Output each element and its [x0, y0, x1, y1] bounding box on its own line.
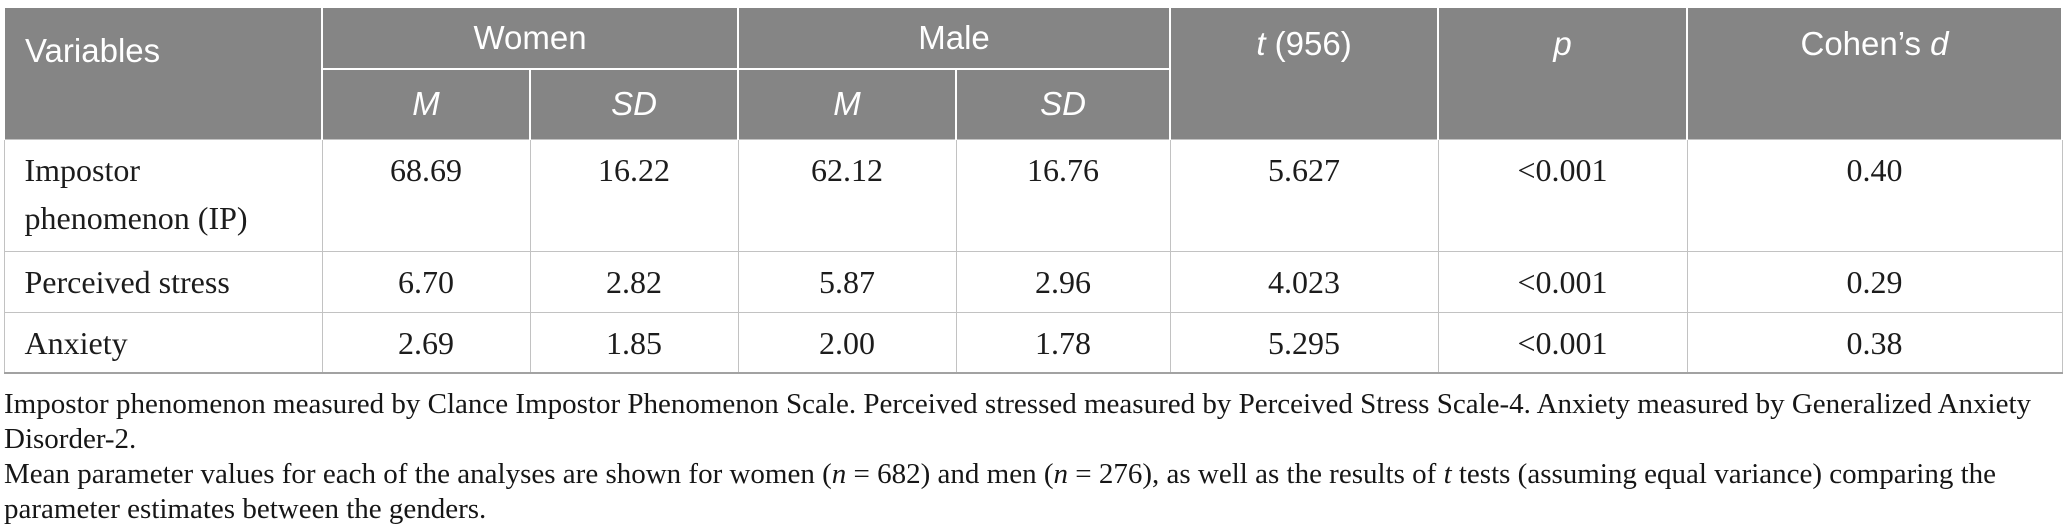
cell-women-mean: 68.69 [321, 138, 531, 252]
subheader-male-sd: SD [955, 68, 1172, 139]
n-symbol: n [831, 458, 847, 490]
header-p-value: p [1437, 6, 1689, 139]
header-t-df: (956) [1265, 25, 1352, 62]
cell-male-sd: 2.96 [955, 250, 1171, 313]
cell-t-value: 4.023 [1169, 250, 1439, 313]
cell-women-sd: 1.85 [529, 311, 739, 374]
cell-variable: Perceived stress [3, 250, 323, 313]
header-male-label: Male [918, 19, 990, 56]
cell-women-mean: 6.70 [321, 250, 531, 313]
n-symbol: n [1053, 458, 1069, 490]
header-group-women: Women [320, 6, 740, 70]
header-women-label: Women [473, 19, 587, 56]
cell-t-value: 5.295 [1169, 311, 1439, 374]
header-cohens-d-symbol: d [1930, 25, 1949, 62]
header-t-symbol: t [1256, 25, 1266, 62]
cell-women-mean: 2.69 [321, 311, 531, 374]
cell-t-value: 5.627 [1169, 138, 1439, 252]
table-row-impostor-phenomenon: Impostor phenomenon (IP) 68.69 16.22 62.… [3, 138, 2063, 252]
header-group-male: Male [737, 6, 1172, 70]
cell-male-sd: 1.78 [955, 311, 1171, 374]
cell-cohens-d: 0.38 [1686, 311, 2063, 374]
t-symbol: t [1443, 458, 1452, 490]
cell-cohens-d: 0.40 [1686, 138, 2063, 252]
cell-male-mean: 5.87 [737, 250, 957, 313]
cell-p-value: <0.001 [1437, 311, 1688, 374]
table-header: Variables Women Male t (956) p Cohen’s d [3, 6, 2064, 139]
footnote-measures: Impostor phenomenon measured by Clance I… [4, 388, 2032, 455]
footnote-sample-description: Mean parameter values for each of the an… [4, 458, 1996, 525]
header-p-symbol: p [1553, 25, 1572, 62]
subheader-women-mean: M [321, 68, 531, 139]
header-variables: Variables [3, 6, 323, 139]
cell-p-value: <0.001 [1437, 250, 1688, 313]
header-cohens-text: Cohen’s [1800, 25, 1931, 62]
cell-male-mean: 62.12 [737, 138, 957, 252]
header-variables-label: Variables [25, 32, 161, 69]
cell-variable: Impostor phenomenon (IP) [3, 138, 323, 252]
table-row-perceived-stress: Perceived stress 6.70 2.82 5.87 2.96 4.0… [3, 250, 2063, 313]
cell-male-sd: 16.76 [955, 138, 1171, 252]
subheader-male-mean: M [737, 68, 958, 139]
header-t-statistic: t (956) [1169, 6, 1440, 139]
cell-women-sd: 16.22 [529, 138, 739, 252]
cell-variable: Anxiety [3, 311, 323, 374]
cell-p-value: <0.001 [1437, 138, 1688, 252]
subheader-women-sd: SD [528, 68, 740, 139]
table-footnotes: Impostor phenomenon measured by Clance I… [3, 387, 2067, 527]
cell-cohens-d: 0.29 [1686, 250, 2063, 313]
table-row-anxiety: Anxiety 2.69 1.85 2.00 1.78 5.295 <0.001… [3, 311, 2063, 374]
cell-male-mean: 2.00 [737, 311, 957, 374]
table-body: Impostor phenomenon (IP) 68.69 16.22 62.… [3, 138, 2063, 374]
header-cohens-d: Cohen’s d [1686, 6, 2064, 139]
cell-women-sd: 2.82 [529, 250, 739, 313]
gender-comparison-table: Variables Women Male t (956) p Cohen’s d [3, 6, 2064, 374]
